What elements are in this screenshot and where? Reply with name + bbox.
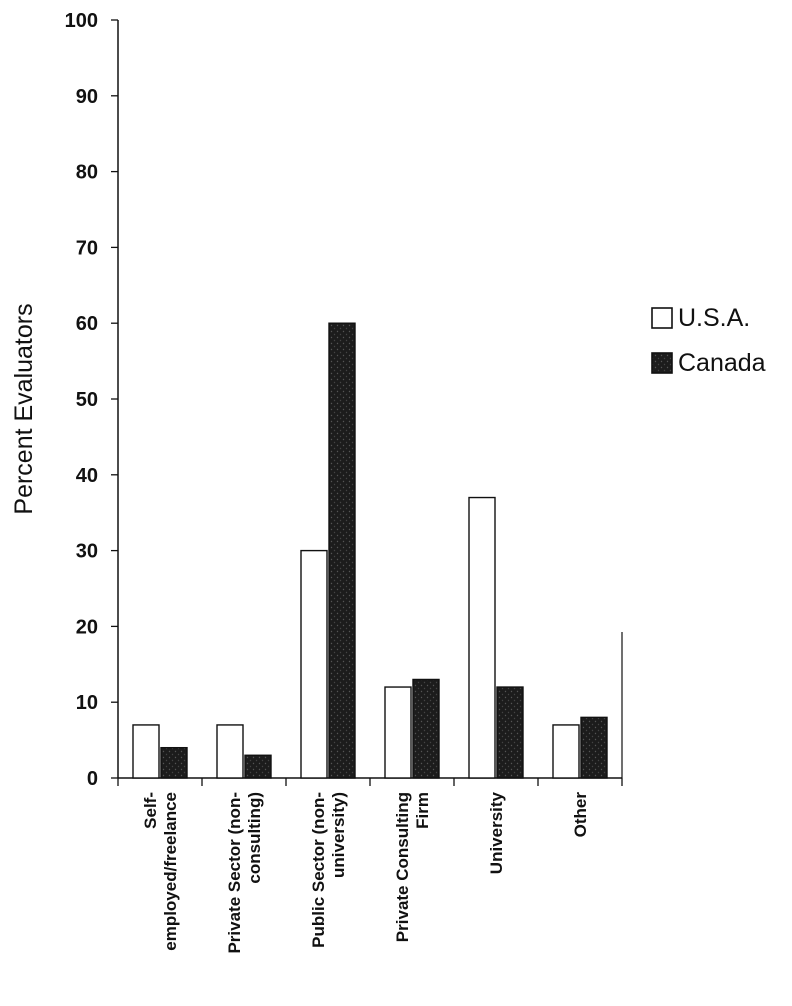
- x-category-label: Private Sector (non-: [225, 792, 244, 954]
- plot-area: 0 10 20 30 40 50 60 70 80 90 100 Percent Evaluators…: [10, 10, 623, 954]
- y-axis-title: Percent Evaluators: [10, 303, 38, 514]
- bar-usa: [132, 724, 160, 779]
- legend-label-usa: U.S.A.: [678, 304, 750, 332]
- x-category-label: Self-: [141, 792, 160, 829]
- legend-swatch-canada: [651, 352, 673, 374]
- x-category-label: Private Consulting: [393, 792, 412, 942]
- bar-usa: [552, 724, 580, 779]
- legend-swatch-usa: [651, 307, 673, 329]
- bar-usa: [300, 549, 328, 779]
- bar-canada: [328, 322, 356, 779]
- x-category-label: consulting): [245, 792, 264, 884]
- legend: U.S.A. Canada: [651, 304, 766, 377]
- bar-canada: [412, 678, 440, 779]
- bar-usa: [468, 496, 496, 779]
- bar-canada: [160, 746, 188, 779]
- y-tick-label: 10: [76, 692, 98, 714]
- y-tick-label: 90: [76, 86, 98, 108]
- bar-usa: [216, 724, 244, 779]
- bar-canada: [496, 686, 524, 779]
- y-tick-label: 100: [65, 10, 98, 32]
- x-category-label: Firm: [413, 792, 432, 829]
- y-tick-label: 50: [76, 389, 98, 411]
- x-category-label: employed/freelance: [161, 792, 180, 951]
- y-tick-label: 40: [76, 465, 98, 487]
- y-tick-label: 30: [76, 541, 98, 563]
- y-tick-label: 0: [87, 768, 98, 790]
- y-tick-label: 20: [76, 616, 98, 638]
- y-tick-label: 70: [76, 237, 98, 259]
- x-category-label: university): [329, 792, 348, 878]
- y-tick-label: 80: [76, 162, 98, 184]
- x-category-label: Public Sector (non-: [309, 792, 328, 948]
- legend-label-canada: Canada: [678, 349, 766, 377]
- bar-usa: [384, 686, 412, 779]
- y-tick-label: 60: [76, 313, 98, 335]
- x-category-label: University: [487, 791, 506, 874]
- bar-canada: [580, 716, 608, 779]
- bar-canada: [244, 754, 272, 779]
- x-category-label: Other: [571, 792, 590, 838]
